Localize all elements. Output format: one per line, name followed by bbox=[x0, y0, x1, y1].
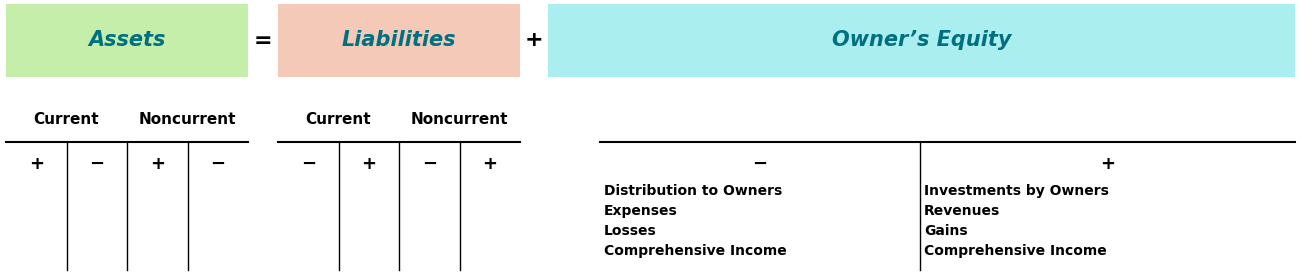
Text: Losses: Losses bbox=[604, 224, 657, 238]
Text: −: − bbox=[211, 155, 225, 173]
FancyBboxPatch shape bbox=[7, 4, 248, 77]
Text: −: − bbox=[301, 155, 316, 173]
Text: Current: Current bbox=[34, 113, 99, 128]
Text: −: − bbox=[422, 155, 437, 173]
Text: Noncurrent: Noncurrent bbox=[139, 113, 237, 128]
Text: +: + bbox=[483, 155, 497, 173]
Text: Revenues: Revenues bbox=[924, 204, 1000, 218]
Text: =: = bbox=[254, 30, 272, 51]
Text: Liabilities: Liabilities bbox=[342, 30, 457, 51]
FancyBboxPatch shape bbox=[278, 4, 520, 77]
Text: Investments by Owners: Investments by Owners bbox=[924, 184, 1108, 198]
Text: +: + bbox=[362, 155, 376, 173]
Text: +: + bbox=[1101, 155, 1115, 173]
Text: Noncurrent: Noncurrent bbox=[411, 113, 509, 128]
Text: +: + bbox=[524, 30, 544, 51]
Text: Owner’s Equity: Owner’s Equity bbox=[831, 30, 1011, 51]
Text: −: − bbox=[752, 155, 768, 173]
Text: Comprehensive Income: Comprehensive Income bbox=[924, 244, 1107, 258]
Text: Distribution to Owners: Distribution to Owners bbox=[604, 184, 782, 198]
Text: Gains: Gains bbox=[924, 224, 968, 238]
Text: Assets: Assets bbox=[88, 30, 165, 51]
FancyBboxPatch shape bbox=[548, 4, 1294, 77]
Text: Comprehensive Income: Comprehensive Income bbox=[604, 244, 787, 258]
Text: +: + bbox=[150, 155, 165, 173]
Text: −: − bbox=[90, 155, 104, 173]
Text: Current: Current bbox=[306, 113, 371, 128]
Text: Expenses: Expenses bbox=[604, 204, 678, 218]
Text: +: + bbox=[29, 155, 44, 173]
